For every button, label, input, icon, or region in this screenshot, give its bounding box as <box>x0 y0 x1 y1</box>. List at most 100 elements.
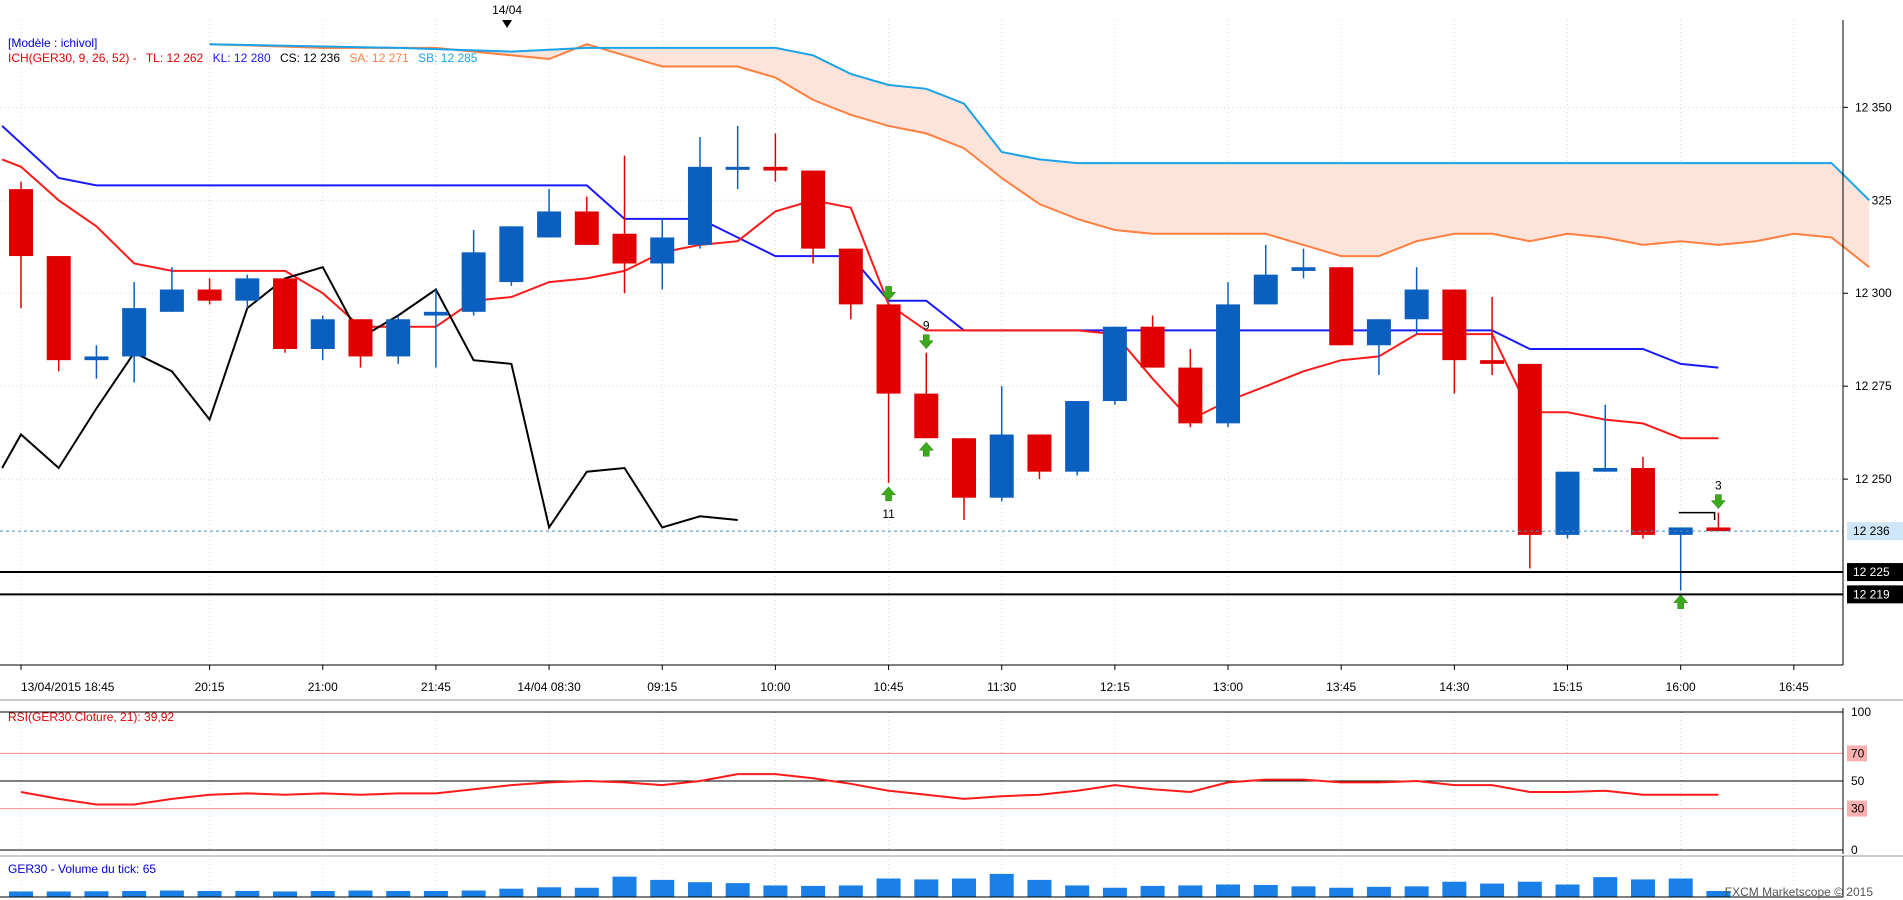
candle[interactable] <box>1480 296 1505 376</box>
legend-sa: SA: 12 271 <box>349 51 409 65</box>
candle[interactable] <box>499 226 524 286</box>
candle[interactable] <box>1178 349 1203 428</box>
time-tick-label: 13:00 <box>1213 680 1243 694</box>
candle[interactable] <box>1668 527 1693 591</box>
candle[interactable] <box>46 256 71 372</box>
candle[interactable] <box>725 125 750 190</box>
candle[interactable] <box>763 133 788 182</box>
volume-bar <box>1291 886 1316 897</box>
candle[interactable] <box>1140 315 1165 368</box>
candle[interactable] <box>574 196 599 245</box>
volume-bar <box>1366 886 1391 897</box>
candle-body <box>273 278 298 349</box>
candle[interactable] <box>1555 471 1580 539</box>
candle-body <box>1140 326 1165 368</box>
time-tick-label: 20:15 <box>195 680 225 694</box>
candle-body <box>1706 527 1731 532</box>
arrow-shape <box>881 286 897 301</box>
legend-tl: TL: 12 262 <box>145 51 204 65</box>
candle[interactable] <box>197 278 222 305</box>
candle[interactable] <box>84 345 109 379</box>
candle[interactable] <box>1442 289 1467 394</box>
volume-bar <box>159 890 184 897</box>
volume-bar <box>1517 881 1542 897</box>
senkou-span-b-line <box>209 43 1871 202</box>
candle-body <box>1480 360 1505 364</box>
candle[interactable] <box>952 438 976 521</box>
candle[interactable] <box>1253 244 1278 305</box>
candle[interactable] <box>687 137 712 249</box>
candle[interactable] <box>1706 512 1731 532</box>
candle-body <box>1178 367 1203 424</box>
candle[interactable] <box>1216 282 1241 428</box>
candle[interactable] <box>423 289 448 368</box>
candle[interactable] <box>1517 363 1542 569</box>
arrow-down-icon: 9 <box>918 319 934 350</box>
candle[interactable] <box>650 218 675 290</box>
candle[interactable] <box>914 352 939 439</box>
kijun-sen-line <box>1 125 1719 369</box>
cloud-fill <box>209 44 1870 268</box>
candle-body <box>952 438 976 498</box>
candle[interactable] <box>159 267 184 312</box>
volume-bar <box>310 890 335 897</box>
volume-bar <box>348 890 373 897</box>
candle-body <box>989 434 1014 498</box>
time-tick-label: 21:45 <box>421 680 451 694</box>
rsi-level-label: 30 <box>1851 802 1865 816</box>
volume-bar <box>9 891 33 897</box>
candle-body <box>876 304 901 394</box>
time-tick-label: 11:30 <box>987 680 1016 694</box>
candle[interactable] <box>348 319 373 368</box>
candle[interactable] <box>1630 456 1655 539</box>
tenkan-sen-line <box>1 158 1719 440</box>
volume-bar <box>1555 884 1580 897</box>
last-price-marker <box>1678 511 1716 520</box>
candle[interactable] <box>9 181 33 309</box>
candle[interactable] <box>801 170 826 264</box>
volume-bar <box>423 890 448 897</box>
candle[interactable] <box>122 282 147 383</box>
candle[interactable] <box>386 315 411 364</box>
candle[interactable] <box>1404 267 1429 335</box>
candle-body <box>499 226 524 283</box>
rsi-level-box <box>1847 745 1867 762</box>
candle[interactable] <box>537 189 562 238</box>
candle[interactable] <box>1593 404 1618 472</box>
candle[interactable] <box>1102 326 1127 405</box>
price-tick-label: 12 275 <box>1855 379 1892 393</box>
candle[interactable] <box>1366 319 1391 376</box>
rsi-panel[interactable]: 100 70 50 30 0 <box>0 705 1871 857</box>
candle-body <box>386 319 411 357</box>
arrow-up-icon <box>1673 594 1689 609</box>
candle[interactable] <box>1291 248 1316 279</box>
candle-body <box>763 166 788 171</box>
time-tick-label: 21:00 <box>308 680 338 694</box>
volume-bar <box>46 891 71 897</box>
candle[interactable] <box>989 386 1014 502</box>
candle-body <box>310 319 335 349</box>
candlesticks[interactable] <box>9 125 1731 591</box>
price-tick-label: 12 350 <box>1855 100 1892 114</box>
candle[interactable] <box>235 274 260 309</box>
volume-bar <box>1630 879 1655 897</box>
candle[interactable] <box>461 230 486 316</box>
candle[interactable] <box>310 315 335 361</box>
candle[interactable] <box>1329 267 1354 346</box>
arrow-count-label: 3 <box>1715 479 1722 493</box>
candle[interactable] <box>1027 434 1052 480</box>
volume-bar <box>1253 884 1278 897</box>
rsi-level-label: 70 <box>1851 746 1865 760</box>
candle[interactable] <box>876 304 901 483</box>
candle[interactable] <box>612 155 637 294</box>
model-label: [Modèle : ichivol] <box>8 36 98 50</box>
volume-panel[interactable] <box>9 873 1731 897</box>
candle[interactable] <box>1065 401 1090 476</box>
candle[interactable] <box>838 248 863 320</box>
candle-body <box>1366 319 1391 346</box>
time-tick-label: 10:45 <box>874 680 904 694</box>
candle[interactable] <box>273 278 298 353</box>
senkou-span-a-line <box>209 43 1870 268</box>
volume-bar <box>386 890 411 897</box>
